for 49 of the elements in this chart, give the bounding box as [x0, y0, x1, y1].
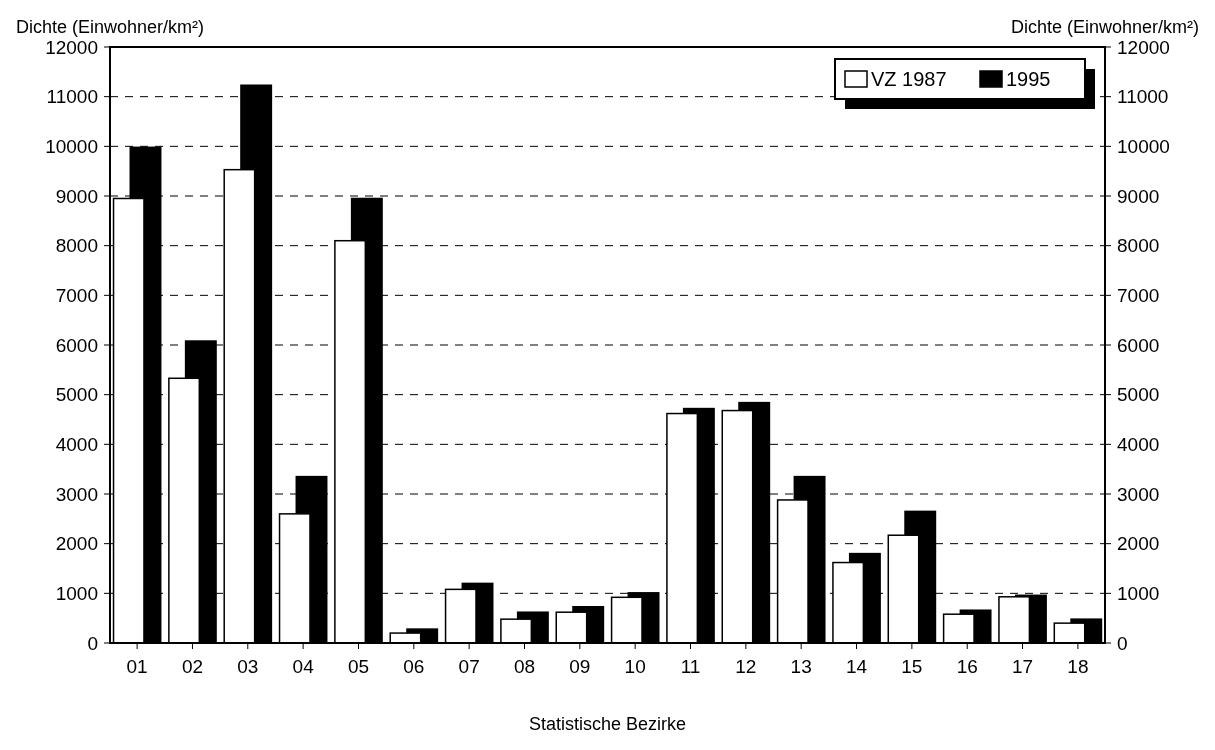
- y2-tick-label: 1000: [1117, 582, 1160, 604]
- y-tick-label: 10000: [45, 135, 98, 157]
- x-tick-label: 13: [790, 656, 812, 677]
- y2-tick-label: 11000: [1117, 86, 1169, 108]
- x-tick-label: 17: [1011, 656, 1034, 677]
- y2-tick-label: 2000: [1117, 533, 1160, 555]
- y-tick-label: 1000: [55, 582, 98, 604]
- y2-tick-label: 6000: [1117, 334, 1160, 356]
- x-tick-label: 05: [347, 656, 370, 677]
- y-tick-label: 6000: [55, 334, 98, 356]
- y2-tick-label: 10000: [1117, 135, 1170, 157]
- x-tick-label: 12: [735, 656, 757, 677]
- x-tick-label: 18: [1067, 656, 1089, 677]
- y2-tick-label: 0: [1117, 632, 1128, 654]
- y-tick-label: 12000: [45, 36, 98, 58]
- x-tick-label: 06: [403, 656, 425, 677]
- x-tick-label: 09: [569, 656, 591, 677]
- x-tick-label: 16: [956, 656, 978, 677]
- y-tick-label: 4000: [55, 433, 98, 455]
- x-tick-label: 07: [458, 656, 480, 677]
- y2-tick-label: 5000: [1117, 384, 1160, 406]
- y2-axis-title: Dichte (Einwohner/km²): [1010, 17, 1200, 37]
- x-tick-label: 15: [901, 656, 923, 677]
- x-tick-label: 11: [680, 656, 701, 677]
- y-tick-label: 0: [87, 632, 98, 654]
- y-tick-label: 5000: [55, 384, 98, 406]
- y2-tick-label: 8000: [1117, 235, 1160, 257]
- legend-label: 1995: [1006, 68, 1051, 90]
- y2-tick-label: 9000: [1117, 185, 1160, 207]
- y-tick-label: 9000: [55, 185, 98, 207]
- y-tick-label: 7000: [55, 284, 98, 306]
- x-tick-label: 02: [181, 656, 204, 677]
- x-tick-label: 01: [126, 656, 148, 677]
- x-axis-title: Statistische Bezirke: [528, 714, 687, 734]
- x-tick-label: 03: [237, 656, 259, 677]
- x-tick-label: 14: [845, 656, 868, 677]
- x-tick-label: 10: [624, 656, 646, 677]
- y-tick-label: 11000: [46, 86, 98, 108]
- legend-label: VZ 1987: [871, 68, 947, 90]
- y2-tick-label: 7000: [1117, 284, 1160, 306]
- y-axis-title: Dichte (Einwohner/km²): [15, 17, 205, 37]
- y-tick-label: 2000: [55, 533, 98, 555]
- y2-tick-label: 12000: [1117, 36, 1170, 58]
- y-tick-label: 8000: [55, 235, 98, 257]
- y-tick-label: 3000: [55, 483, 98, 505]
- y2-tick-label: 4000: [1117, 433, 1160, 455]
- x-tick-label: 08: [513, 656, 536, 677]
- x-tick-label: 04: [292, 656, 315, 677]
- y2-tick-label: 3000: [1117, 483, 1160, 505]
